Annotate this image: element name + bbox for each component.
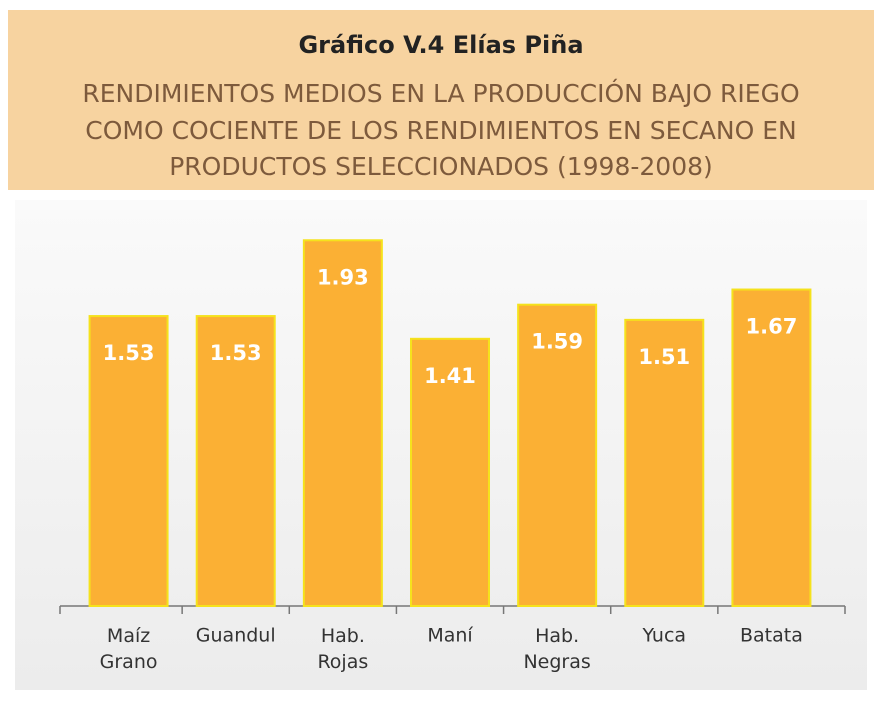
chart-subtitle: COMO COCIENTE DE LOS RENDIMIENTOS EN SEC… xyxy=(85,116,797,145)
bar xyxy=(624,318,705,607)
bar xyxy=(195,315,276,607)
data-label: 1.93 xyxy=(317,265,369,289)
data-label: 1.41 xyxy=(424,364,476,388)
x-tick-label: Batata xyxy=(740,625,803,647)
data-label: 1.53 xyxy=(103,341,155,365)
data-label: 1.53 xyxy=(210,341,262,365)
x-tick-label: Maíz Grano xyxy=(100,625,158,673)
x-tick-label: Hab. Rojas xyxy=(317,625,368,673)
x-tick-label: Hab. Negras xyxy=(523,625,590,673)
x-tick-label: Yuca xyxy=(642,625,687,647)
bar xyxy=(410,337,490,607)
bar xyxy=(88,315,169,607)
x-tick-label: Guandul xyxy=(196,625,276,647)
data-label: 1.51 xyxy=(638,345,690,369)
bar xyxy=(731,288,812,607)
title-box xyxy=(8,10,874,190)
chart-subtitle: RENDIMIENTOS MEDIOS EN LA PRODUCCIÓN BAJ… xyxy=(82,78,799,108)
bar xyxy=(517,303,598,607)
bar xyxy=(302,239,383,607)
data-label: 1.67 xyxy=(746,315,798,339)
chart-title: Gráfico V.4 Elías Piña xyxy=(298,31,583,59)
data-label: 1.59 xyxy=(531,330,583,354)
chart-subtitle: PRODUCTOS SELECCIONADOS (1998-2008) xyxy=(169,152,713,181)
x-tick-label: Maní xyxy=(427,625,473,647)
